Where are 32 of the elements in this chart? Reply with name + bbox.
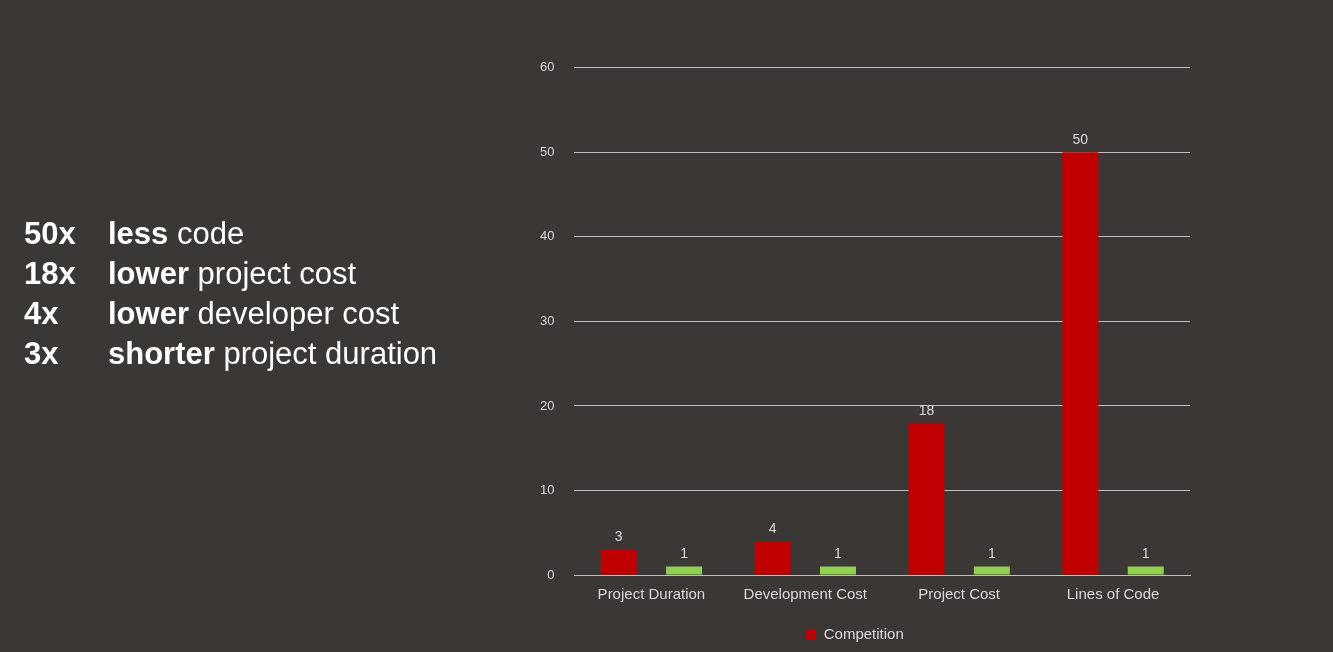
x-tick-label: Lines of Code bbox=[1066, 585, 1160, 603]
bar bbox=[1062, 152, 1099, 575]
y-tick-label: 10 bbox=[539, 482, 555, 498]
bar bbox=[973, 566, 1010, 575]
y-tick-label: 20 bbox=[539, 397, 555, 413]
text: 18x lower project cost bbox=[24, 255, 358, 293]
y-tick-label: 0 bbox=[547, 566, 555, 582]
data-label: 4 bbox=[768, 520, 777, 537]
bar bbox=[666, 566, 703, 575]
bar bbox=[600, 549, 637, 575]
y-tick-label: 30 bbox=[539, 312, 555, 328]
data-label: 1 bbox=[834, 545, 843, 562]
x-tick-label: Project Duration bbox=[597, 585, 706, 603]
x-tick-label: Project Cost bbox=[918, 585, 1001, 603]
y-tick-label: 40 bbox=[539, 228, 555, 244]
bar bbox=[1127, 566, 1164, 575]
text: 3x shorter project duration bbox=[24, 336, 438, 371]
text: 50x less code bbox=[24, 215, 246, 253]
y-tick-label: 50 bbox=[539, 143, 555, 159]
data-label: 1 bbox=[987, 545, 996, 562]
bar bbox=[754, 541, 791, 575]
bar bbox=[820, 566, 856, 575]
x-tick-label: Development Cost bbox=[743, 585, 868, 603]
legend-label: Competition bbox=[823, 624, 904, 642]
data-label: 18 bbox=[918, 401, 935, 418]
data-label: 1 bbox=[680, 545, 689, 562]
bar bbox=[908, 422, 945, 575]
y-tick-label: 60 bbox=[539, 59, 555, 75]
data-label: 3 bbox=[614, 528, 623, 545]
text: 4x lower developer cost bbox=[24, 296, 400, 331]
data-label: 50 bbox=[1072, 131, 1089, 148]
data-label: 1 bbox=[1141, 545, 1150, 562]
